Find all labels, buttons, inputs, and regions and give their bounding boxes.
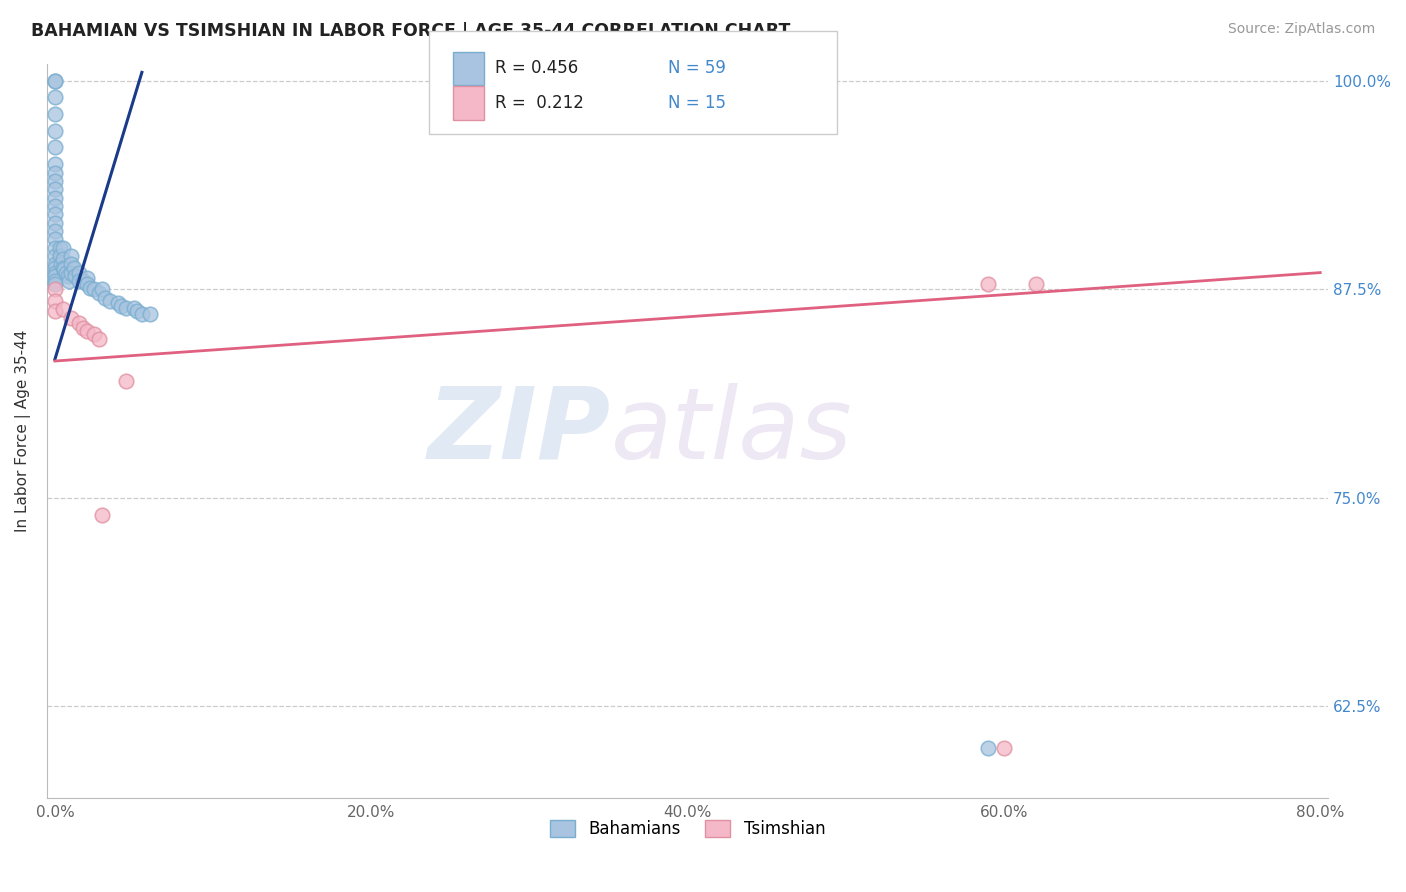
Point bbox=[79, 280, 101, 294]
Text: BAHAMIAN VS TSIMSHIAN IN LABOR FORCE | AGE 35-44 CORRELATION CHART: BAHAMIAN VS TSIMSHIAN IN LABOR FORCE | A… bbox=[31, 22, 790, 40]
Point bbox=[44, 232, 66, 246]
Point bbox=[44, 260, 66, 275]
Point bbox=[44, 190, 66, 204]
Point bbox=[76, 270, 98, 285]
Point bbox=[63, 260, 86, 275]
Point bbox=[91, 282, 114, 296]
Point bbox=[44, 266, 66, 280]
Point bbox=[993, 741, 1015, 756]
Point bbox=[56, 268, 79, 283]
Point bbox=[72, 320, 94, 334]
Point bbox=[91, 508, 114, 522]
Point bbox=[131, 307, 153, 321]
Point bbox=[59, 257, 82, 271]
Point bbox=[83, 282, 105, 296]
Point bbox=[65, 268, 87, 283]
Point bbox=[110, 299, 132, 313]
Point bbox=[44, 224, 66, 238]
Point bbox=[44, 90, 66, 104]
Point bbox=[44, 293, 66, 308]
Point bbox=[83, 327, 105, 342]
Point bbox=[59, 249, 82, 263]
Point bbox=[44, 107, 66, 121]
Point bbox=[115, 374, 138, 388]
Point bbox=[107, 295, 129, 310]
Point bbox=[44, 182, 66, 196]
Point bbox=[44, 74, 66, 88]
Text: R = 0.456: R = 0.456 bbox=[495, 60, 578, 78]
Point bbox=[44, 165, 66, 179]
Text: atlas: atlas bbox=[610, 383, 852, 480]
Point bbox=[127, 304, 149, 318]
Point bbox=[44, 304, 66, 318]
Point bbox=[98, 293, 121, 308]
Point bbox=[977, 277, 1000, 292]
Point bbox=[51, 257, 73, 271]
Point bbox=[67, 274, 90, 288]
Point bbox=[52, 260, 75, 275]
Point bbox=[52, 252, 75, 267]
Point bbox=[55, 266, 77, 280]
Point bbox=[44, 249, 66, 263]
Point bbox=[44, 207, 66, 221]
Text: ZIP: ZIP bbox=[427, 383, 610, 480]
Point bbox=[89, 285, 111, 300]
Point bbox=[44, 157, 66, 171]
Point bbox=[977, 741, 1000, 756]
Point bbox=[44, 74, 66, 88]
Point bbox=[52, 241, 75, 255]
Point bbox=[122, 301, 145, 315]
Point bbox=[44, 274, 66, 288]
Legend: Bahamians, Tsimshian: Bahamians, Tsimshian bbox=[543, 814, 832, 845]
Point bbox=[44, 282, 66, 296]
Point bbox=[89, 332, 111, 346]
Point bbox=[44, 174, 66, 188]
Point bbox=[67, 266, 90, 280]
Point bbox=[76, 324, 98, 338]
Point bbox=[44, 268, 66, 283]
Point bbox=[44, 199, 66, 213]
Point bbox=[72, 274, 94, 288]
Text: Source: ZipAtlas.com: Source: ZipAtlas.com bbox=[1227, 22, 1375, 37]
Point bbox=[58, 274, 80, 288]
Point bbox=[67, 316, 90, 330]
Text: N = 59: N = 59 bbox=[668, 60, 725, 78]
Point bbox=[44, 124, 66, 138]
Point bbox=[48, 249, 70, 263]
Point bbox=[76, 277, 98, 292]
Point bbox=[59, 266, 82, 280]
Point bbox=[44, 216, 66, 230]
Point bbox=[115, 301, 138, 315]
Point bbox=[1025, 277, 1047, 292]
Point bbox=[44, 277, 66, 292]
Point bbox=[44, 140, 66, 154]
Point bbox=[94, 291, 117, 305]
Point bbox=[59, 310, 82, 325]
Point bbox=[44, 241, 66, 255]
Point bbox=[53, 262, 76, 277]
Point bbox=[139, 307, 162, 321]
Text: R =  0.212: R = 0.212 bbox=[495, 95, 583, 112]
Point bbox=[52, 302, 75, 317]
Point bbox=[48, 241, 70, 255]
Y-axis label: In Labor Force | Age 35-44: In Labor Force | Age 35-44 bbox=[15, 330, 31, 533]
Text: N = 15: N = 15 bbox=[668, 95, 725, 112]
Point bbox=[44, 257, 66, 271]
